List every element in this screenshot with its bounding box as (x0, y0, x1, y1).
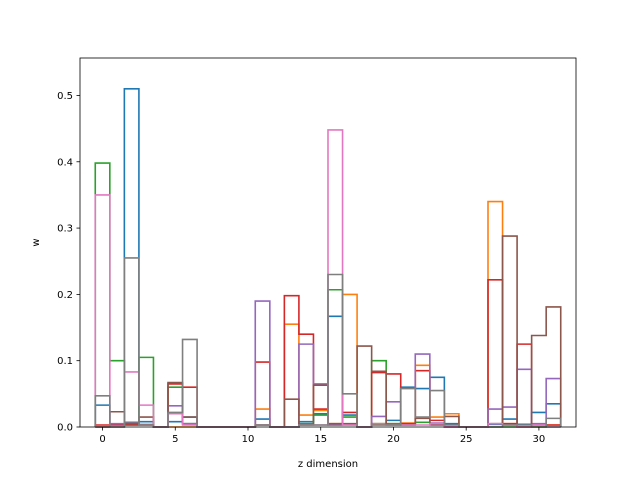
x-tick-label: 0 (99, 434, 105, 445)
y-tick-label: 0.0 (57, 423, 73, 434)
x-tick-label: 15 (314, 434, 327, 445)
y-tick-label: 0.1 (57, 356, 73, 367)
x-tick-label: 5 (172, 434, 178, 445)
x-axis-ticks: 0 5 10 15 20 25 30 (99, 427, 545, 445)
x-tick-label: 30 (533, 434, 546, 445)
y-tick-label: 0.3 (57, 224, 73, 235)
axes-frame (79, 57, 577, 428)
x-tick-label: 25 (460, 434, 473, 445)
x-tick-label: 10 (242, 434, 255, 445)
y-tick-label: 0.5 (57, 91, 73, 102)
x-tick-label: 20 (387, 434, 400, 445)
y-tick-label: 0.2 (57, 290, 73, 301)
y-tick-label: 0.4 (57, 157, 73, 168)
x-axis-label: z dimension (298, 459, 358, 470)
y-axis-ticks: 0.0 0.1 0.2 0.3 0.4 0.5 (57, 91, 80, 434)
y-axis-label: w (31, 238, 42, 246)
